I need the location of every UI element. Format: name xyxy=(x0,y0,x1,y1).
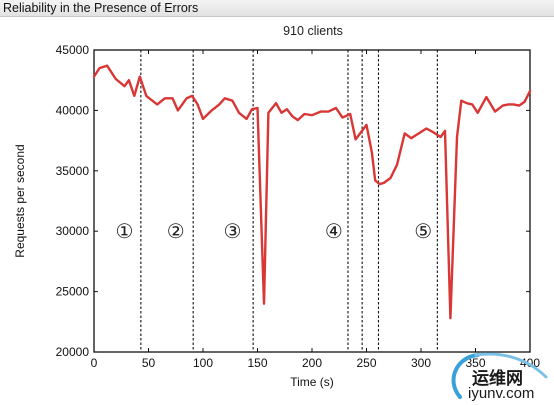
watermark-domain: iyunv.com xyxy=(468,385,535,402)
y-tick-label: 35000 xyxy=(56,164,90,178)
phase-label: ② xyxy=(167,219,185,243)
y-axis-label: Requests per second xyxy=(13,144,27,257)
event-lines xyxy=(140,50,438,352)
chart-title: 910 clients xyxy=(283,24,343,38)
y-tick-label: 30000 xyxy=(56,224,90,238)
x-tick-label: 200 xyxy=(302,356,322,370)
phase-label: ③ xyxy=(223,219,241,243)
watermark-logo-icon xyxy=(451,352,548,399)
y-tick-label: 25000 xyxy=(56,285,90,299)
y-tick-label: 40000 xyxy=(56,103,90,117)
series-layer xyxy=(92,64,532,320)
x-tick-label: 250 xyxy=(356,356,376,370)
x-tick-label: 0 xyxy=(91,356,98,370)
y-tick-label: 45000 xyxy=(56,43,90,57)
x-tick-label: 300 xyxy=(411,356,431,370)
window-title: Reliability in the Presence of Errors xyxy=(3,1,199,15)
phase-label: ① xyxy=(116,219,134,243)
watermark: 运维网 iyunv.com xyxy=(442,347,554,405)
x-tick-label: 150 xyxy=(247,356,267,370)
plot-area-frame xyxy=(93,49,531,353)
phase-labels: ① ② ③ ④ ⑤ xyxy=(116,219,433,243)
phase-label: ④ xyxy=(325,219,343,243)
x-axis-label: Time (s) xyxy=(290,375,334,389)
line-chart: 910 clients ① ② ③ ④ ⑤ 0 50 100 150 200 250 300 350 4… xyxy=(13,24,540,389)
window-titlebar: Reliability in the Presence of Errors xyxy=(0,0,554,17)
y-tick-label: 20000 xyxy=(56,345,90,359)
x-tick-label: 100 xyxy=(193,356,213,370)
series-line xyxy=(92,64,532,320)
y-axis: 20000 25000 30000 35000 40000 45000 xyxy=(56,43,530,359)
x-tick-label: 50 xyxy=(142,356,156,370)
phase-label: ⑤ xyxy=(414,219,432,243)
watermark-text: 运维网 xyxy=(472,369,523,388)
x-axis: 0 50 100 150 200 250 300 350 400 xyxy=(91,50,540,370)
x-tick-label: 350 xyxy=(465,356,485,370)
